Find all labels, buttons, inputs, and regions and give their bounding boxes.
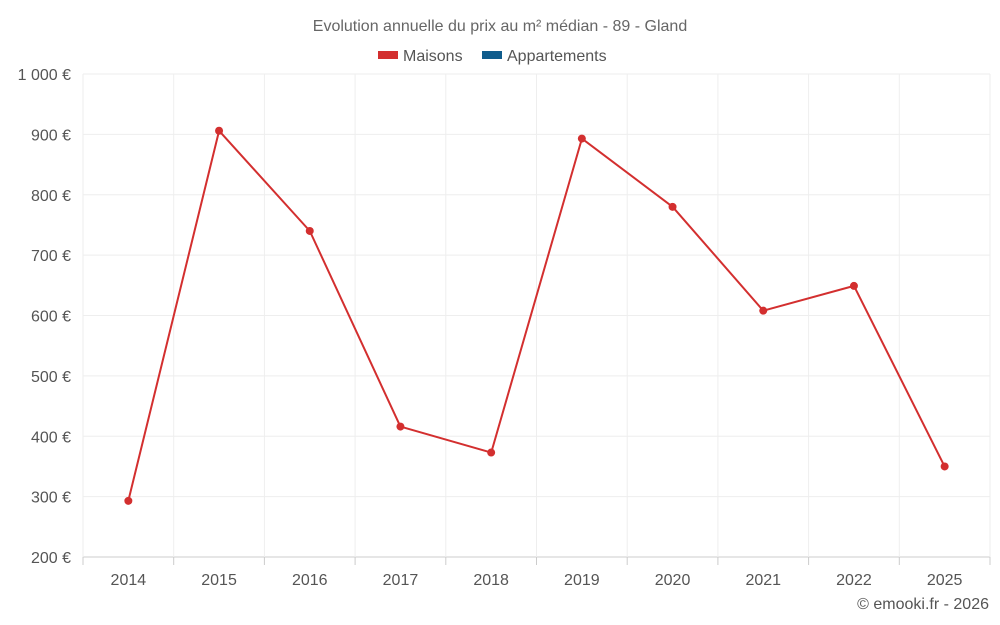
data-point[interactable] [396, 422, 405, 431]
data-point[interactable] [124, 496, 133, 505]
legend-label-appartements: Appartements [507, 48, 607, 65]
chart-title: Evolution annuelle du prix au m² médian … [313, 18, 687, 35]
credit-text: © emooki.fr - 2026 [857, 596, 989, 613]
grid [82, 73, 991, 558]
data-point[interactable] [215, 126, 224, 135]
y-tick-label: 300 € [31, 490, 71, 507]
legend-swatch-appartements [482, 51, 502, 59]
legend-item-appartements[interactable]: Appartements [482, 48, 607, 65]
y-tick-label: 500 € [31, 369, 71, 386]
x-tick-label: 2020 [655, 572, 691, 589]
y-tick-label: 600 € [31, 309, 71, 326]
y-tick-label: 700 € [31, 248, 71, 265]
legend-item-maisons[interactable]: Maisons [378, 48, 463, 65]
y-tick-label: 400 € [31, 429, 71, 446]
y-tick-label: 800 € [31, 188, 71, 205]
series-line-maisons [127, 129, 946, 502]
data-point[interactable] [759, 306, 768, 315]
legend-label-maisons: Maisons [403, 48, 463, 65]
data-point[interactable] [487, 448, 496, 457]
x-tick-label: 2016 [292, 572, 328, 589]
data-point[interactable] [577, 134, 586, 143]
y-tick-label: 200 € [31, 550, 71, 567]
y-axis: 200 € 300 € 400 € 500 € 600 € 700 € 800 € 900 €… [18, 67, 71, 567]
data-point[interactable] [849, 281, 858, 290]
x-tick-label: 2018 [473, 572, 509, 589]
y-tick-label: 1 000 € [18, 67, 71, 84]
x-tick-label: 2019 [564, 572, 600, 589]
x-tick-label: 2021 [745, 572, 781, 589]
x-tick-label: 2017 [383, 572, 419, 589]
y-tick-label: 900 € [31, 127, 71, 144]
series-layer [124, 126, 949, 505]
legend-swatch-maisons [378, 51, 398, 59]
x-tick-label: 2015 [201, 572, 237, 589]
data-point[interactable] [668, 202, 677, 211]
data-point[interactable] [940, 462, 949, 471]
data-point[interactable] [305, 226, 314, 235]
x-tick-label: 2025 [927, 572, 963, 589]
x-axis: 2014 2015 2016 2017 2018 2019 2020 2021 2022 2025 [82, 557, 991, 589]
x-tick-label: 2014 [111, 572, 147, 589]
x-tick-label: 2022 [836, 572, 872, 589]
legend: Maisons Appartements [378, 48, 607, 65]
